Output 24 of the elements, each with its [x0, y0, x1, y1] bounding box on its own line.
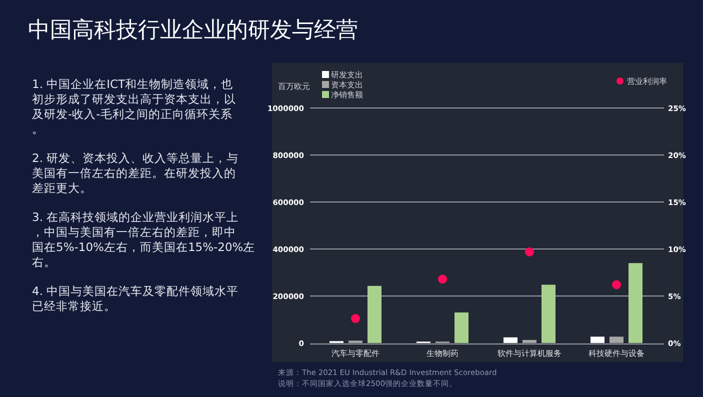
chart-title: 中国高科技行业企业的研发与经营	[28, 18, 358, 43]
point	[351, 314, 360, 324]
x-tick-label: 生物制药	[426, 349, 458, 358]
point	[612, 280, 621, 290]
bar	[590, 336, 604, 343]
x-tick-label: 科技硬件与设备	[588, 349, 644, 358]
bar	[454, 312, 468, 343]
text: 3. 在高科技领域的企业营业利润水平上，中国与美国有一倍左右的差距，即中国在5%-10%左右，而美国在15%-20%左右。	[32, 210, 256, 269]
legend-label: 资本支出	[331, 80, 363, 90]
x-tick-label: 软件与计算机服务	[498, 349, 562, 358]
legend-label: 研发支出	[331, 70, 363, 80]
y-axis-title: 百万欧元	[278, 82, 310, 91]
x-tick-label: 汽车与零配件	[332, 349, 380, 358]
legend-label: 营业利润率	[627, 77, 667, 86]
legend-label: 净销售额	[331, 90, 363, 100]
point	[525, 247, 534, 256]
point	[438, 274, 447, 284]
bar	[368, 286, 382, 343]
bar	[542, 284, 556, 343]
bar	[504, 337, 518, 343]
text: 4. 中国与美国在汽车及零配件领域水平已经非常接近。	[32, 284, 239, 313]
bar	[628, 263, 642, 343]
text: 2. 研发、资本投入、收入等总量上，与美国有一倍左右的差距。在研发投入的差距更大。	[32, 151, 239, 195]
text: 1. 中国企业在ICT和生物制造领域，也初步形成了研发支出高于资本支出，以及研发-收入-毛利之间的正向循环关系。	[32, 77, 236, 136]
